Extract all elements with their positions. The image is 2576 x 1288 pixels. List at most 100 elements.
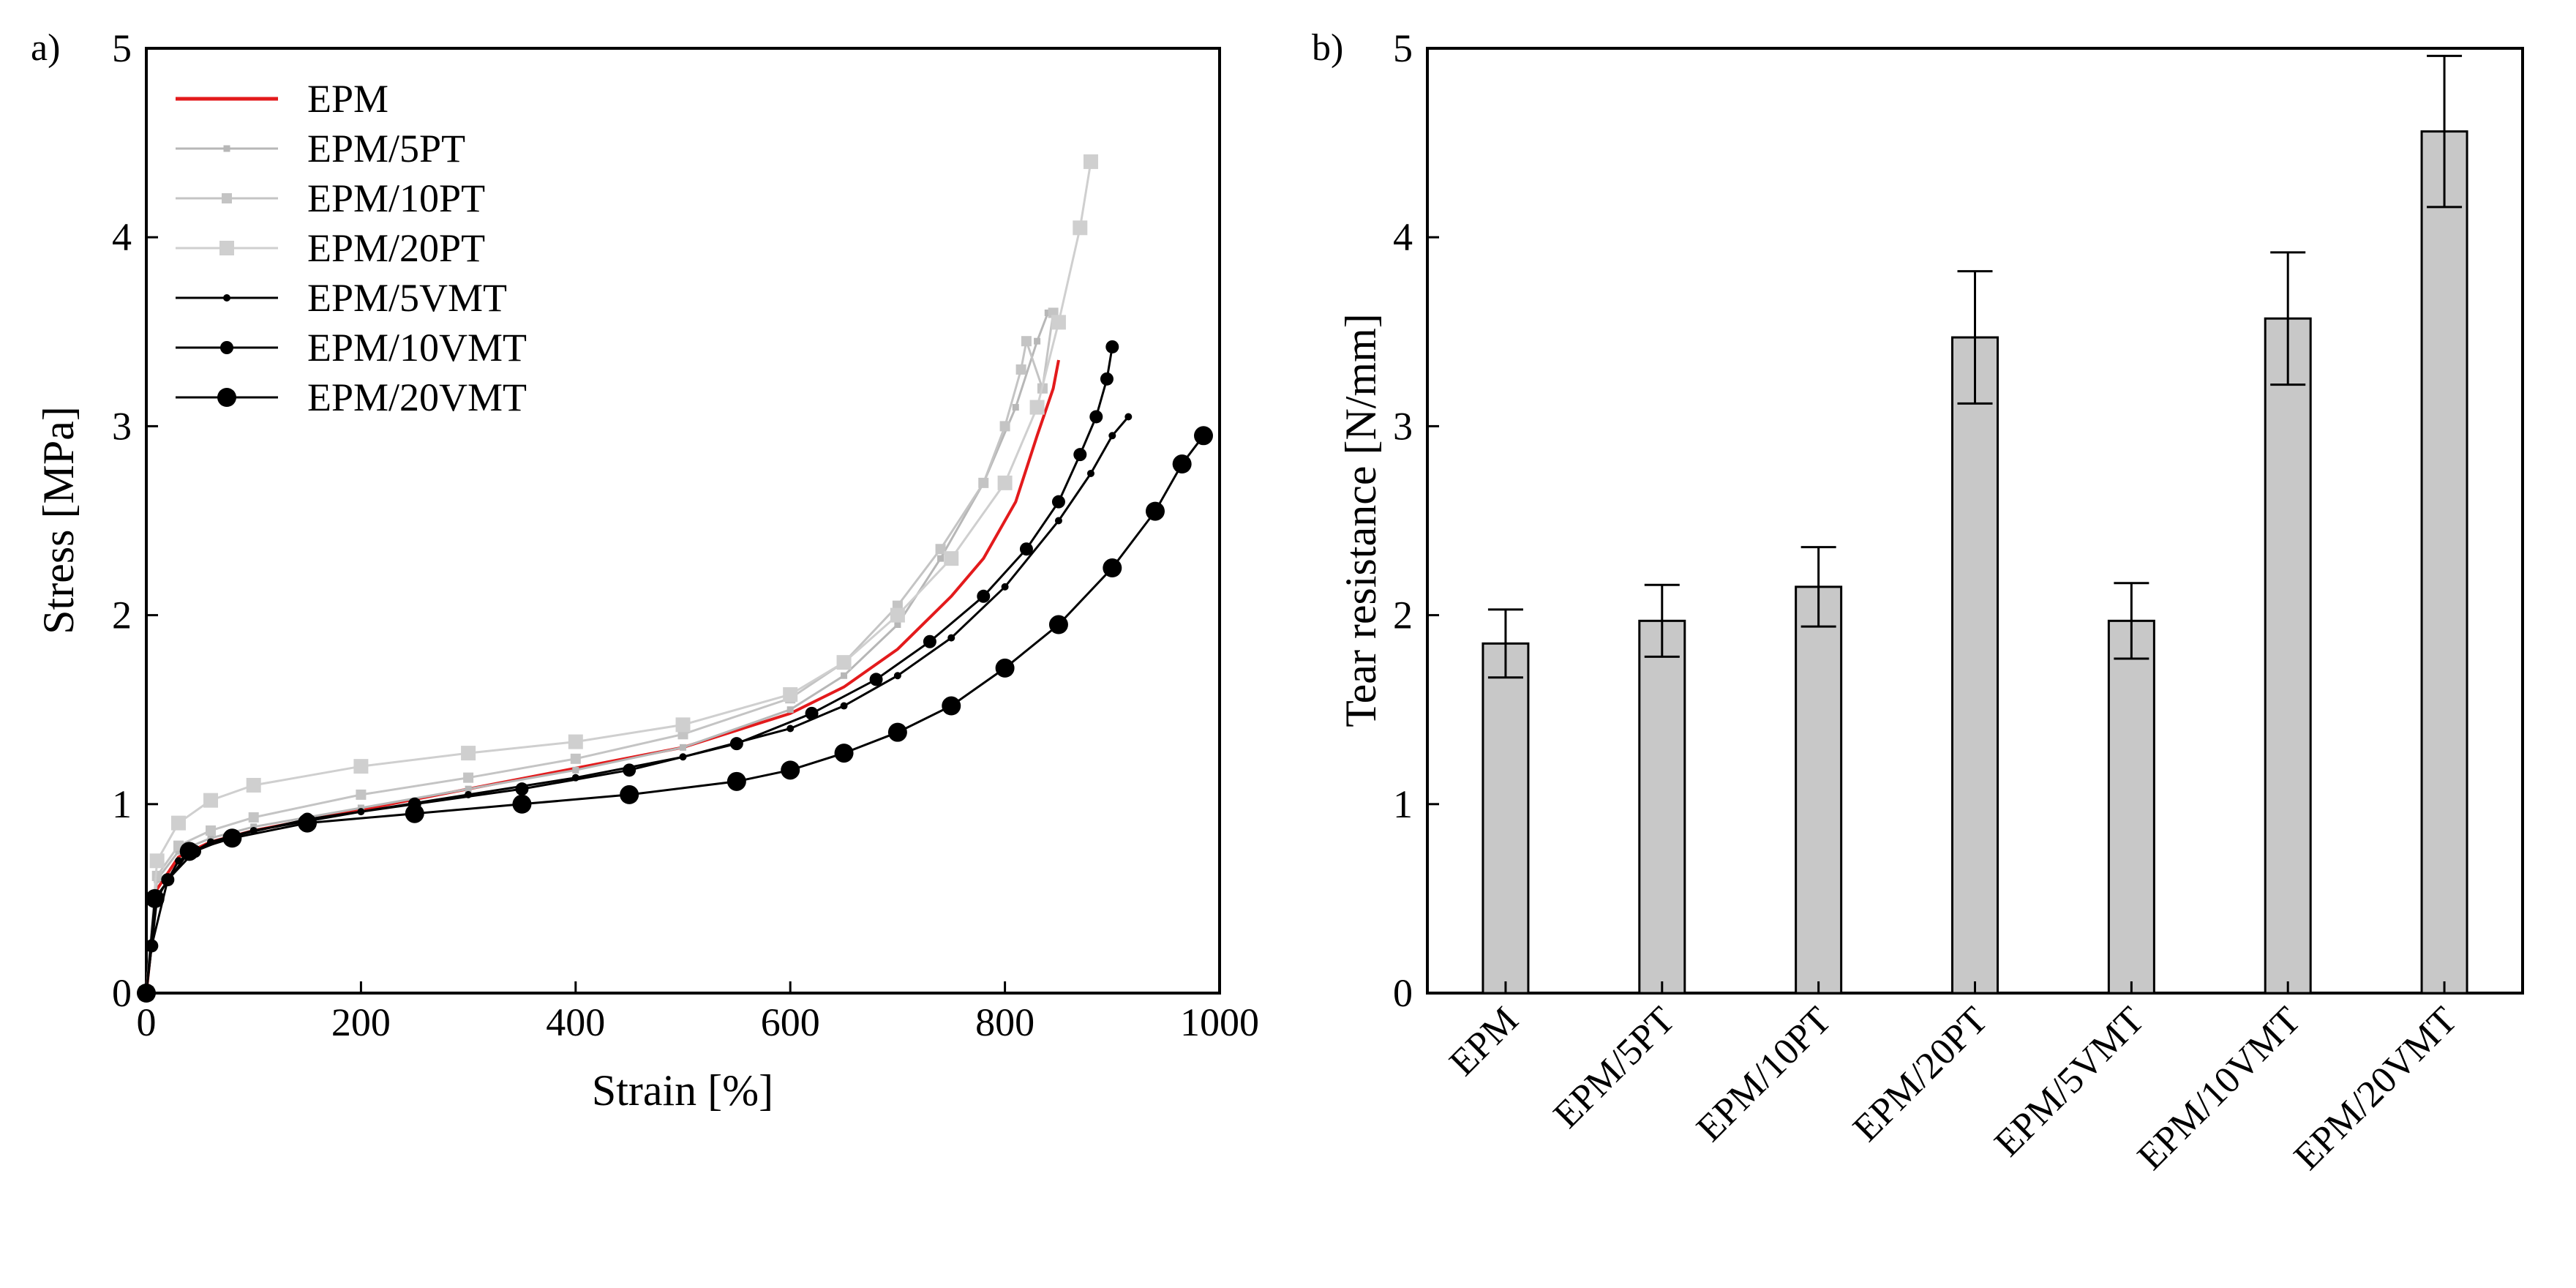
legend-label: EPM/20PT	[307, 226, 485, 270]
x-tick-label-a: 200	[331, 1000, 391, 1044]
series-epm	[145, 359, 1060, 994]
data-point	[836, 655, 852, 670]
legend-label: EPM	[307, 77, 388, 121]
data-point	[1086, 469, 1094, 477]
y-tick-label-a: 1	[112, 782, 132, 826]
x-tick-label-a: 600	[761, 1000, 820, 1044]
data-point	[1019, 542, 1033, 556]
data-point	[222, 828, 242, 848]
bar	[2420, 130, 2468, 995]
data-point	[1034, 337, 1041, 345]
data-point	[512, 794, 532, 814]
legend-marker	[220, 341, 233, 354]
data-point	[179, 842, 199, 861]
data-point	[1021, 336, 1032, 347]
legend-marker	[219, 241, 234, 255]
tear-resistance-chart: 0 1 2 3 4 5 EPM EPM/5PT EPM/10PT EPM/20PTEPM/5VM…	[1337, 26, 2524, 1178]
legend-marker	[223, 294, 230, 302]
data-point	[786, 724, 795, 733]
bar	[2264, 317, 2312, 995]
data-point	[805, 706, 819, 720]
legend-label: EPM/10VMT	[307, 326, 527, 370]
data-point	[977, 589, 991, 603]
data-point	[869, 673, 883, 686]
data-point	[997, 475, 1013, 490]
legend-marker	[217, 388, 236, 407]
data-point	[171, 815, 187, 831]
series-epm-20vmt	[137, 426, 1213, 1003]
y-tick-label-b: 2	[1393, 594, 1413, 637]
data-point	[783, 687, 798, 703]
category-label: EPM/5PT	[1546, 999, 1683, 1136]
data-point	[465, 785, 472, 793]
data-point	[1124, 413, 1133, 421]
data-point	[944, 551, 959, 566]
data-point	[1044, 309, 1051, 316]
legend-label: EPM/5VMT	[307, 276, 507, 320]
data-point	[405, 804, 424, 823]
bar-group: EPM/20PT	[1845, 270, 1999, 1150]
y-tick-label-a: 0	[112, 971, 132, 1015]
series-line	[145, 359, 1060, 994]
data-point	[151, 870, 162, 881]
data-point	[570, 753, 581, 764]
data-point	[568, 734, 583, 749]
bar-group: EPM/10PT	[1689, 546, 1843, 1150]
data-point	[923, 634, 936, 648]
data-point	[781, 760, 800, 780]
legend-a: EPM EPM/5PT EPM/10PT EPM/20PT EPM/5VMT EPM/10…	[176, 77, 527, 419]
data-point	[248, 812, 259, 823]
plot-frame-a	[145, 47, 1221, 995]
series-group-a	[137, 154, 1213, 1003]
y-axis-title-b: Tear resistance [N/mm]	[1337, 313, 1385, 727]
data-point	[840, 702, 848, 710]
legend-label: EPM/5PT	[307, 127, 465, 171]
data-point	[947, 634, 955, 642]
data-point	[1015, 364, 1026, 375]
data-point	[894, 621, 901, 629]
data-point	[1073, 220, 1088, 236]
x-tick-label-a: 800	[975, 1000, 1034, 1044]
data-point	[207, 834, 214, 842]
data-point	[175, 847, 182, 855]
data-point	[1103, 558, 1122, 578]
data-point	[1048, 615, 1068, 634]
series-line	[145, 161, 1092, 994]
category-label: EPM	[1442, 999, 1527, 1084]
data-point	[1051, 495, 1065, 509]
data-point	[463, 772, 474, 783]
data-point	[515, 782, 529, 796]
data-point	[137, 984, 156, 1003]
data-point	[298, 813, 318, 833]
legend-marker	[222, 193, 232, 203]
panel-a-label: a)	[31, 27, 60, 69]
data-point	[620, 785, 639, 804]
bar	[1795, 585, 1843, 995]
stress-strain-chart: 0 200 400 600 800 1000 0 1 2 3 4 5 Strain [%] Stres…	[34, 26, 1259, 1115]
bar-group: EPM/5PT	[1546, 583, 1686, 1137]
series-epm-10vmt	[140, 340, 1119, 1000]
legend-item: EPM/20VMT	[176, 375, 527, 419]
data-point	[935, 544, 946, 555]
category-label: EPM/10VMT	[2130, 999, 2309, 1178]
legend-label: EPM/10PT	[307, 176, 485, 220]
y-tick-label-a: 2	[112, 594, 132, 637]
bar-group: EPM	[1442, 608, 1530, 1084]
legend-marker	[223, 145, 230, 152]
y-tick-label-a: 4	[112, 215, 132, 259]
data-point	[995, 658, 1015, 678]
data-point	[250, 823, 258, 831]
data-point	[1054, 517, 1062, 525]
series-epm-20pt	[139, 154, 1098, 1000]
y-tick-label-b: 3	[1393, 404, 1413, 448]
data-point	[887, 722, 907, 742]
data-point	[1105, 340, 1119, 353]
data-point	[1051, 315, 1066, 330]
legend-item: EPM/20PT	[176, 226, 485, 270]
bar	[1638, 619, 1686, 995]
data-point	[357, 804, 364, 812]
y-tick-label-a: 5	[112, 26, 132, 70]
series-epm-10pt	[141, 307, 1059, 998]
bar-group: EPM/20VMT	[2286, 54, 2468, 1178]
data-point	[623, 763, 637, 777]
